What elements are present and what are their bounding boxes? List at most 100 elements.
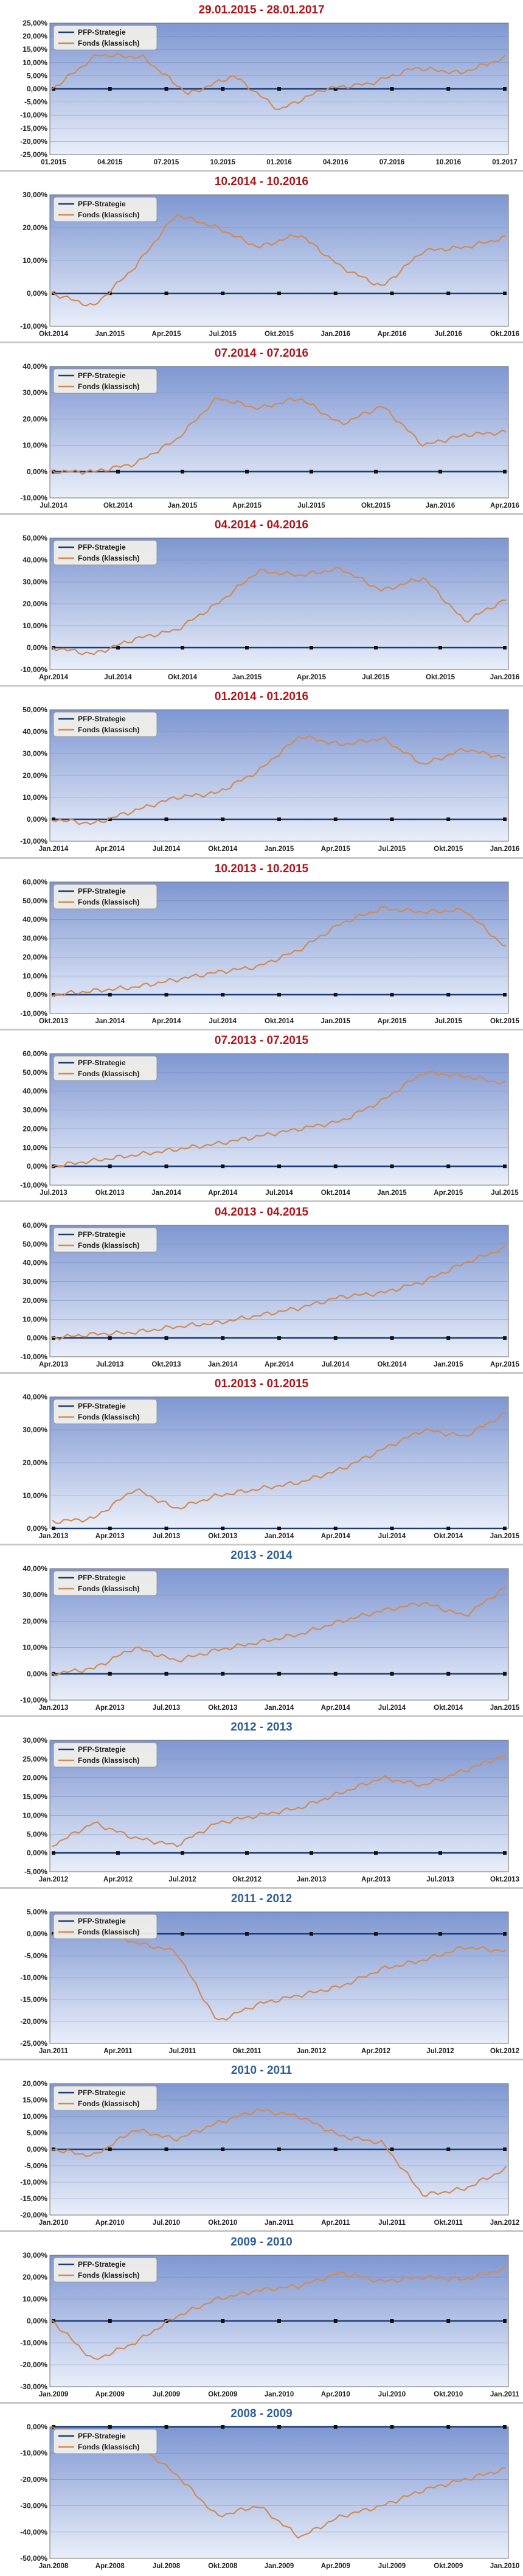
strategy-point <box>503 1932 507 1936</box>
strategy-point <box>503 1526 507 1530</box>
legend-label-fund: Fonds (klassisch) <box>78 39 139 47</box>
strategy-point <box>245 469 249 474</box>
legend-label-strategy: PFP-Strategie <box>78 1402 126 1410</box>
chart-separator <box>0 856 523 859</box>
strategy-point <box>503 469 507 474</box>
y-tick-label: 20,00% <box>23 2273 47 2281</box>
strategy-point <box>116 646 120 650</box>
series-line-fonds-klassisch <box>52 1754 507 1847</box>
y-tick-label: 5,00% <box>27 1908 47 1916</box>
chart-11: 2012 - 2013 -5,00% 0,00% 5,00% 10,00% 15,00% 2… <box>0 1717 523 1886</box>
strategy-point <box>108 1335 112 1340</box>
y-tick-label: -10,00% <box>20 1181 47 1189</box>
y-tick-label: -25,00% <box>20 150 47 159</box>
strategy-point <box>116 1851 120 1855</box>
legend: PFP-Strategie Fonds (klassisch) <box>53 197 158 222</box>
x-tick-label: Jul.2013 <box>40 1189 67 1197</box>
x-tick-label: Jan.2014 <box>208 1361 238 1368</box>
legend-box <box>53 25 158 51</box>
strategy-point <box>503 292 507 296</box>
strategy-point <box>438 646 442 650</box>
y-tick-label: 40,00% <box>23 915 47 923</box>
chart-separator <box>0 2402 523 2404</box>
y-tick-label: 0,00% <box>27 815 47 824</box>
x-tick-label: Jan.2013 <box>39 1533 69 1540</box>
x-tick-label: Apr.2009 <box>95 2391 125 2398</box>
chart-title: 07.2014 - 07.2016 <box>214 347 309 360</box>
chart-2: 10.2014 - 10.2016 -10,00% 0,00% 10,00% 20,00… <box>0 172 523 341</box>
x-tick-label: Jan.2015 <box>490 1533 520 1540</box>
legend: PFP-Strategie Fonds (klassisch) <box>53 25 158 51</box>
chart-title: 2009 - 2010 <box>230 2236 293 2249</box>
y-tick-label: -10,00% <box>20 1353 47 1361</box>
strategy-point <box>374 646 378 650</box>
x-tick-label: Apr.2015 <box>232 502 262 509</box>
x-tick-label: Jul.2013 <box>426 1876 454 1883</box>
y-tick-label: 40,00% <box>23 1564 47 1573</box>
y-tick-label: 0,00% <box>27 1930 47 1938</box>
y-tick-label: -20,00% <box>20 2361 47 2369</box>
strategy-point <box>277 2425 281 2429</box>
y-tick-label: -10,00% <box>20 494 47 502</box>
y-tick-label: 50,00% <box>23 896 47 905</box>
x-tick-label: Jan.2013 <box>297 1876 327 1883</box>
legend: PFP-Strategie Fonds (klassisch) <box>53 1914 158 1939</box>
chart-svg: -25,00% -20,00% -15,00% -10,00% -5,00% 0,00% 5… <box>20 1908 519 2055</box>
x-tick-label: Apr.2013 <box>95 1704 125 1712</box>
strategy-point <box>503 1851 507 1855</box>
strategy-point <box>108 1164 112 1168</box>
y-tick-label: -20,00% <box>20 137 47 145</box>
chart-title: 10.2014 - 10.2016 <box>214 175 309 189</box>
strategy-point <box>503 87 507 91</box>
x-tick-label: Jul.2010 <box>378 2391 406 2398</box>
x-tick-label: Okt.2013 <box>490 1876 519 1883</box>
chart-svg: -25,00% -20,00% -15,00% -10,00% -5,00% 0,00% 5… <box>20 19 517 166</box>
series-line-fonds-klassisch <box>52 214 507 307</box>
x-tick-label: Jan.2009 <box>39 2391 69 2398</box>
x-tick-label: Jan.2014 <box>95 1018 125 1025</box>
y-tick-label: -5,00% <box>24 1867 47 1876</box>
y-tick-label: 5,00% <box>27 2129 47 2137</box>
x-tick-label: Okt.2014 <box>103 502 133 509</box>
chart-separator <box>0 2230 523 2233</box>
legend: PFP-Strategie Fonds (klassisch) <box>53 712 158 737</box>
y-tick-label: 0,00% <box>27 1162 47 1171</box>
y-tick-label: 50,00% <box>23 1240 47 1248</box>
legend-label-fund: Fonds (klassisch) <box>78 1069 139 1078</box>
strategy-point <box>52 87 55 91</box>
legend: PFP-Strategie Fonds (klassisch) <box>53 1055 158 1080</box>
series-line-fonds-klassisch <box>52 2109 507 2197</box>
strategy-point <box>52 817 55 822</box>
y-tick-label: 40,00% <box>23 1393 47 1401</box>
x-tick-label: Jan.2013 <box>39 1704 69 1712</box>
x-tick-label: Okt.2014 <box>434 1704 463 1712</box>
x-tick-label: Jan.2009 <box>265 2563 294 2570</box>
y-tick-label: 10,00% <box>23 1643 47 1651</box>
legend-label-fund: Fonds (klassisch) <box>78 211 139 219</box>
legend-label-strategy: PFP-Strategie <box>78 543 126 551</box>
series-line-fonds-klassisch <box>52 905 507 997</box>
x-tick-label: Jan.2011 <box>490 2391 520 2398</box>
x-tick-label: Jul.2014 <box>209 1018 237 1025</box>
chart-10: 2013 - 2014 -10,00% 0,00% 10,00% 20,00% 30,00… <box>0 1545 523 1715</box>
legend-label-fund: Fonds (klassisch) <box>78 726 139 734</box>
strategy-point <box>310 1851 313 1855</box>
strategy-point <box>390 2425 394 2429</box>
strategy-point <box>277 2319 281 2323</box>
legend: PFP-Strategie Fonds (klassisch) <box>53 1399 158 1424</box>
legend-label-strategy: PFP-Strategie <box>78 371 126 380</box>
x-tick-label: Jul.2014 <box>378 1533 406 1540</box>
series-line-fonds-klassisch <box>52 2266 507 2361</box>
chart-svg: -10,00% 0,00% 10,00% 20,00% 30,00% 40,00% 50,0… <box>20 878 519 1025</box>
y-tick-label: 10,00% <box>23 256 47 265</box>
strategy-point <box>446 87 451 91</box>
x-tick-label: Jul.2013 <box>153 1533 180 1540</box>
x-tick-label: 04.2016 <box>323 159 348 166</box>
y-tick-label: 50,00% <box>23 534 47 542</box>
series-line-fonds-klassisch <box>52 1412 507 1524</box>
legend: PFP-Strategie Fonds (klassisch) <box>53 540 158 565</box>
x-tick-label: Jul.2013 <box>153 1704 180 1712</box>
x-tick-label: Apr.2011 <box>103 2048 133 2055</box>
chart-title: 04.2013 - 04.2015 <box>214 1205 309 1219</box>
